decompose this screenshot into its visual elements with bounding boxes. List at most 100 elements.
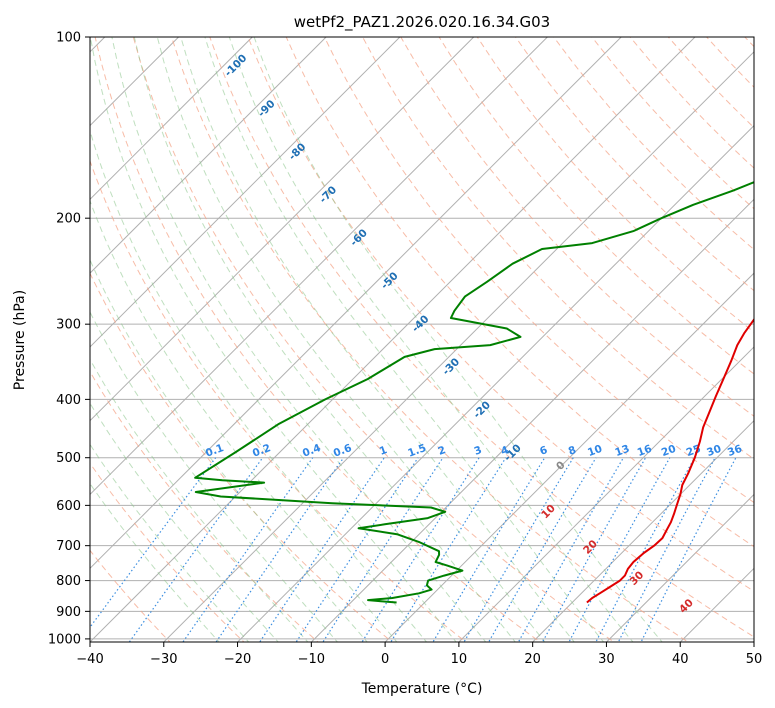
moist-adiabat-line [90,199,398,642]
y-tick-label: 900 [56,605,81,620]
dry-adiabat-line [476,37,754,333]
mixing-ratio-line [295,457,419,642]
mixing-ratio-label: 20 [660,443,678,459]
x-axis-label: Temperature (°C) [361,681,483,697]
dry-adiabat-line [171,37,689,642]
dry-adiabat-label: -80 [287,141,309,163]
sounding-series [194,181,754,604]
mixing-ratio-label: 16 [636,443,654,459]
isotherm-line [310,198,754,642]
dry-adiabat-label: -70 [317,184,339,206]
dry-adiabat-line [667,37,754,129]
moist-adiabat-label: 20 [581,538,600,557]
x-tick-label: −10 [298,652,325,667]
x-tick-label: 0 [381,652,389,667]
mixing-ratio-line [128,457,264,642]
mixing-ratio-label: 0.6 [332,442,354,460]
isotherm-line [236,124,754,642]
dry-adiabat-label: -50 [379,270,401,292]
y-tick-label: 700 [56,539,81,554]
x-tick-label: 50 [746,652,763,667]
dry-adiabat-line [706,37,754,88]
moist-adiabat-line [90,129,428,642]
dry-adiabat-line [247,37,754,592]
isotherm-line [384,272,754,642]
mixing-ratio-label: 36 [726,443,744,459]
mixing-ratio-line [432,457,546,642]
isotherm-line [605,493,754,642]
dry-adiabat-line [362,37,754,460]
mixing-ratio-line [361,457,480,642]
mixing-ratio-label: 1 [378,444,389,458]
mixing-ratio-label: 25 [685,443,703,459]
y-tick-label: 500 [56,451,81,466]
dry-adiabat-line [209,37,754,638]
isotherm-line [679,567,754,642]
x-tick-label: −20 [224,652,251,667]
moist-adiabat-line [111,37,487,642]
mixing-ratio-label: 2 [436,444,447,458]
mixing-ratio-label: 3 [473,444,484,458]
x-tick-label: 20 [524,652,541,667]
isotherm-line [90,37,548,496]
dry-adiabat-label: -60 [348,227,370,249]
moist-adiabat-line [228,37,634,642]
temperature-profile-line [586,317,754,604]
dry-adiabat-line [90,159,467,642]
mixing-ratio-line [517,457,624,642]
x-tick-label: 40 [672,652,689,667]
isopleth-labels: 0.1 0.2 0.4 0.6 1 1.5 2 3 4 6 8 10 13 16 20 25 30 36-100-… [204,52,744,615]
isotherm-line [90,37,327,274]
y-tick-label: 200 [56,212,81,227]
mixing-ratio-line [259,457,385,642]
moist-adiabat-label: 30 [627,569,646,588]
isotherm-line [90,37,253,201]
moist-adiabat-line [204,37,605,642]
mixing-ratio-line [215,457,345,642]
dry-adiabat-line [94,37,541,642]
y-tick-label: 800 [56,574,81,589]
chart-title: wetPf2_PAZ1.2026.020.16.34.G03 [294,13,550,32]
isotherm-line [90,37,401,348]
background-grid [90,37,754,642]
axes: −40 −30 −20 −10 0 10 20 30 40 5010020030040050060… [48,31,762,668]
mixing-ratio-line [568,457,671,642]
x-tick-label: 30 [598,652,615,667]
dry-adiabat-line [90,462,245,642]
dry-adiabat-label: -40 [410,313,432,335]
moist-adiabat-line [90,37,457,642]
moist-adiabat-line [90,402,279,642]
moist-adiabat-line [133,37,516,642]
x-tick-label: −40 [76,652,103,667]
mixing-ratio-line [640,457,737,642]
dewpoint-profile-line [194,181,754,604]
mixing-ratio-line [463,457,574,642]
dry-adiabat-label: -30 [440,356,462,378]
plot-frame [89,36,755,643]
mixing-ratio-line [390,457,507,642]
isotherm-line [753,641,754,642]
isotherm-line [90,37,475,422]
isotherm-line [163,51,754,642]
dry-adiabat-line [285,37,754,548]
mixing-ratio-label: 1.5 [406,442,428,460]
dry-adiabat-line [132,37,615,642]
dry-adiabat-line [744,37,754,48]
x-tick-label: −30 [150,652,177,667]
dry-adiabat-label: -20 [471,399,493,421]
moist-adiabat-line [90,482,220,642]
dry-adiabat-line [323,37,754,504]
mixing-ratio-line [182,457,314,642]
mixing-ratio-label: 10 [586,443,604,459]
mixing-ratio-label: 8 [567,444,578,458]
moist-adiabat-line [90,443,250,642]
mixing-ratio-label: 13 [613,443,631,459]
moist-adiabat-line [156,37,546,642]
y-tick-label: 100 [56,31,81,46]
moist-adiabat-line [90,258,368,642]
dry-adiabat-line [90,370,319,642]
y-tick-label: 1000 [48,632,81,647]
mixing-ratio-line [617,457,716,642]
mixing-ratio-label: 30 [705,443,723,459]
